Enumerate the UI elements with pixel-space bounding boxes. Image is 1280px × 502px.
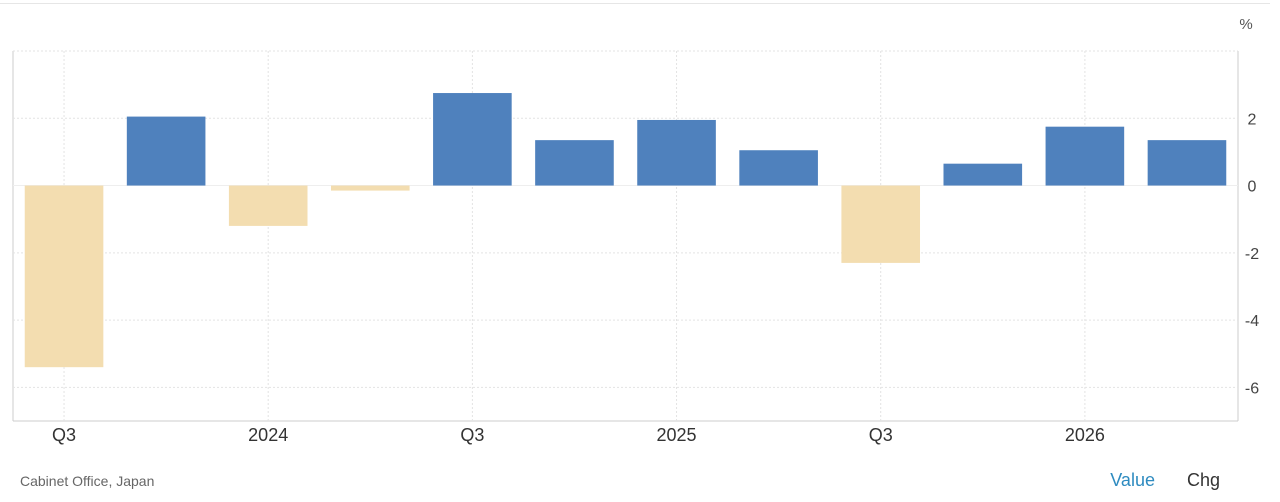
bar	[841, 185, 921, 263]
x-tick-label: Q3	[52, 425, 76, 445]
y-tick-label: 2	[1248, 111, 1257, 128]
source-label: Cabinet Office, Japan	[20, 473, 155, 489]
grid-layer	[12, 50, 1239, 422]
top-rule	[0, 3, 1270, 4]
bar	[739, 150, 818, 186]
bar	[943, 163, 1023, 186]
bar	[637, 119, 716, 186]
x-axis: Q3 2024 Q3 2025 Q3 2026	[52, 425, 1105, 445]
y-tick-label: -6	[1245, 380, 1259, 397]
bar-chart: 2 0 -2 -4 -6 Q3 2024 Q3 2025 Q3 2026 %	[12, 16, 1259, 445]
x-tick-label: 2026	[1065, 425, 1105, 445]
bar	[1147, 140, 1227, 186]
bar	[1045, 126, 1125, 186]
x-tick-label: Q3	[460, 425, 484, 445]
y-tick-label: -4	[1245, 313, 1259, 330]
y-axis: 2 0 -2 -4 -6	[1245, 111, 1259, 397]
x-tick-label: Q3	[869, 425, 893, 445]
bars-layer	[24, 93, 1227, 368]
bar	[330, 185, 410, 191]
value-chg-toggle: Value Chg	[1110, 470, 1220, 491]
bar	[24, 185, 104, 368]
chg-toggle[interactable]: Chg	[1186, 470, 1220, 490]
unit-label: %	[1239, 16, 1252, 33]
value-toggle[interactable]: Value	[1110, 470, 1155, 490]
x-tick-label: 2025	[657, 425, 697, 445]
bar	[228, 185, 308, 226]
bar	[126, 116, 206, 186]
x-tick-label: 2024	[248, 425, 288, 445]
bar	[535, 140, 614, 186]
y-tick-label: 0	[1248, 179, 1257, 196]
bar	[433, 93, 512, 186]
y-tick-label: -2	[1245, 246, 1259, 263]
